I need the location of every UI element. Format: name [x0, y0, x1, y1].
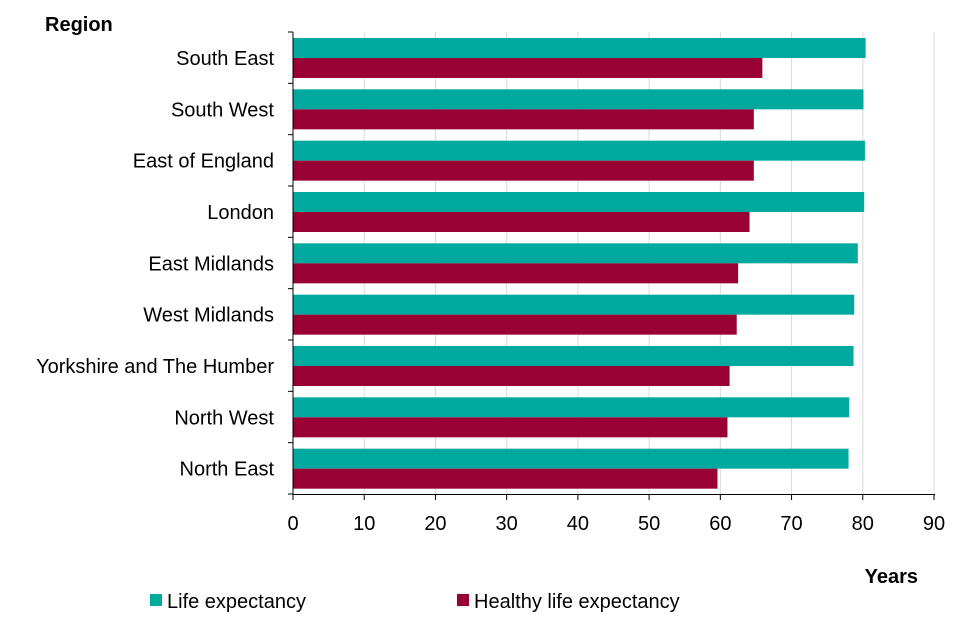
legend-label: Healthy life expectancy: [474, 591, 680, 613]
category-label: East Midlands: [148, 253, 274, 275]
x-tick-label: 50: [638, 513, 660, 535]
x-tick-label: 30: [496, 513, 518, 535]
bar-life-expectancy: [293, 346, 854, 366]
category-label: Yorkshire and The Humber: [36, 356, 274, 378]
bar-life-expectancy: [293, 397, 850, 418]
category-label: East of England: [133, 151, 274, 173]
category-label: West Midlands: [143, 305, 274, 327]
category-label: North West: [174, 407, 274, 429]
category-label: South East: [176, 48, 274, 70]
bar-life-expectancy: [293, 192, 865, 212]
x-tick-label: 10: [353, 513, 375, 535]
bar-healthy-life-expectancy: [293, 314, 737, 335]
legend: Life expectancy Healthy life expectancy: [150, 591, 680, 613]
bar-life-expectancy: [293, 448, 849, 469]
tick-labels: 0 10 20 30 40 50 60 70 80 90: [287, 513, 945, 535]
bar-life-expectancy: [293, 38, 866, 58]
x-tick-label: 20: [424, 513, 446, 535]
bar-healthy-life-expectancy: [293, 109, 754, 130]
bar-healthy-life-expectancy: [293, 366, 730, 386]
x-tick-label: 80: [852, 513, 874, 535]
category-label: London: [207, 202, 274, 224]
bars: [293, 38, 866, 489]
legend-swatch-healthy-life-expectancy: [457, 594, 469, 606]
bar-life-expectancy: [293, 243, 858, 264]
bar-healthy-life-expectancy: [293, 417, 728, 438]
x-tick-label: 60: [709, 513, 731, 535]
y-axis-title: Region: [45, 14, 113, 36]
axes: [288, 31, 935, 500]
category-labels: South East South West East of England Londo…: [36, 48, 274, 481]
x-tick-label: 90: [923, 513, 945, 535]
bar-healthy-life-expectancy: [293, 468, 718, 489]
category-label: North East: [180, 459, 275, 481]
category-label: South West: [171, 99, 274, 121]
bar-life-expectancy: [293, 89, 864, 110]
legend-swatch-life-expectancy: [150, 594, 162, 606]
x-tick-label: 0: [287, 513, 298, 535]
bar-healthy-life-expectancy: [293, 58, 763, 78]
bar-life-expectancy: [293, 294, 855, 315]
legend-label: Life expectancy: [167, 591, 306, 613]
x-axis-title: Years: [865, 566, 918, 588]
bar-healthy-life-expectancy: [293, 160, 754, 181]
bar-life-expectancy: [293, 140, 865, 161]
x-tick-label: 40: [567, 513, 589, 535]
x-tick-label: 70: [780, 513, 802, 535]
bar-healthy-life-expectancy: [293, 212, 750, 232]
bar-healthy-life-expectancy: [293, 263, 739, 284]
